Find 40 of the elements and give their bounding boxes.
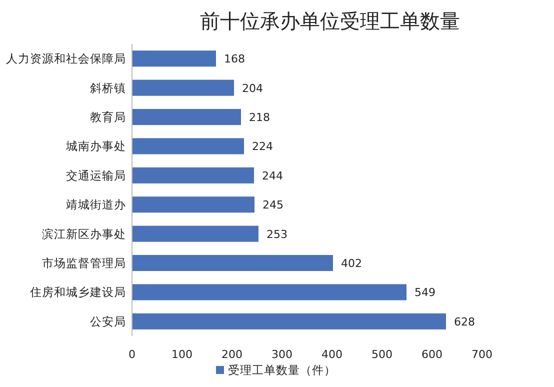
data-label: 628	[454, 315, 475, 328]
bar	[132, 196, 254, 213]
y-tick-label: 城南办事处	[65, 139, 126, 154]
x-tick-label: 0	[128, 348, 136, 361]
x-tick-label: 400	[322, 348, 342, 361]
data-label: 245	[262, 198, 284, 212]
bar	[132, 226, 258, 242]
y-tick-label: 住房和城乡建设局	[29, 285, 126, 300]
data-label: 224	[252, 140, 273, 154]
bar	[132, 284, 406, 300]
y-tick-label: 人力资源和社会保障局	[6, 52, 126, 66]
x-tick-label: 700	[472, 348, 492, 361]
data-label: 218	[249, 111, 270, 124]
x-tick-label: 500	[372, 348, 392, 361]
bar	[132, 167, 254, 184]
data-label: 204	[242, 82, 263, 95]
bar	[132, 138, 244, 154]
y-tick-label: 教育局	[90, 110, 126, 124]
bar	[132, 254, 333, 272]
y-tick-label: 靖城街道办	[66, 198, 126, 212]
data-label: 244	[262, 169, 283, 182]
x-tick-label: 100	[172, 348, 192, 361]
y-tick-label: 交通运输局	[66, 168, 126, 182]
x-tick-label: 600	[422, 348, 442, 361]
data-label: 253	[266, 228, 288, 241]
legend-label: 受理工单数量（件）	[228, 363, 336, 377]
bar	[132, 108, 241, 126]
y-tick-label: 市场监督管理局	[42, 256, 126, 270]
chart-title: 前十位承办单位受理工单数量	[200, 9, 460, 33]
x-tick-label: 200	[222, 348, 242, 361]
x-tick-label: 300	[272, 348, 292, 361]
data-label: 549	[414, 286, 436, 300]
bar	[132, 80, 234, 96]
data-label: 402	[341, 257, 362, 270]
bar	[132, 313, 446, 330]
y-tick-label: 斜桥镇	[90, 80, 126, 95]
y-tick-label: 滨江新区办事处	[42, 226, 126, 241]
bar	[132, 50, 216, 67]
data-label: 168	[224, 52, 245, 66]
y-tick-label: 公安局	[90, 314, 126, 328]
